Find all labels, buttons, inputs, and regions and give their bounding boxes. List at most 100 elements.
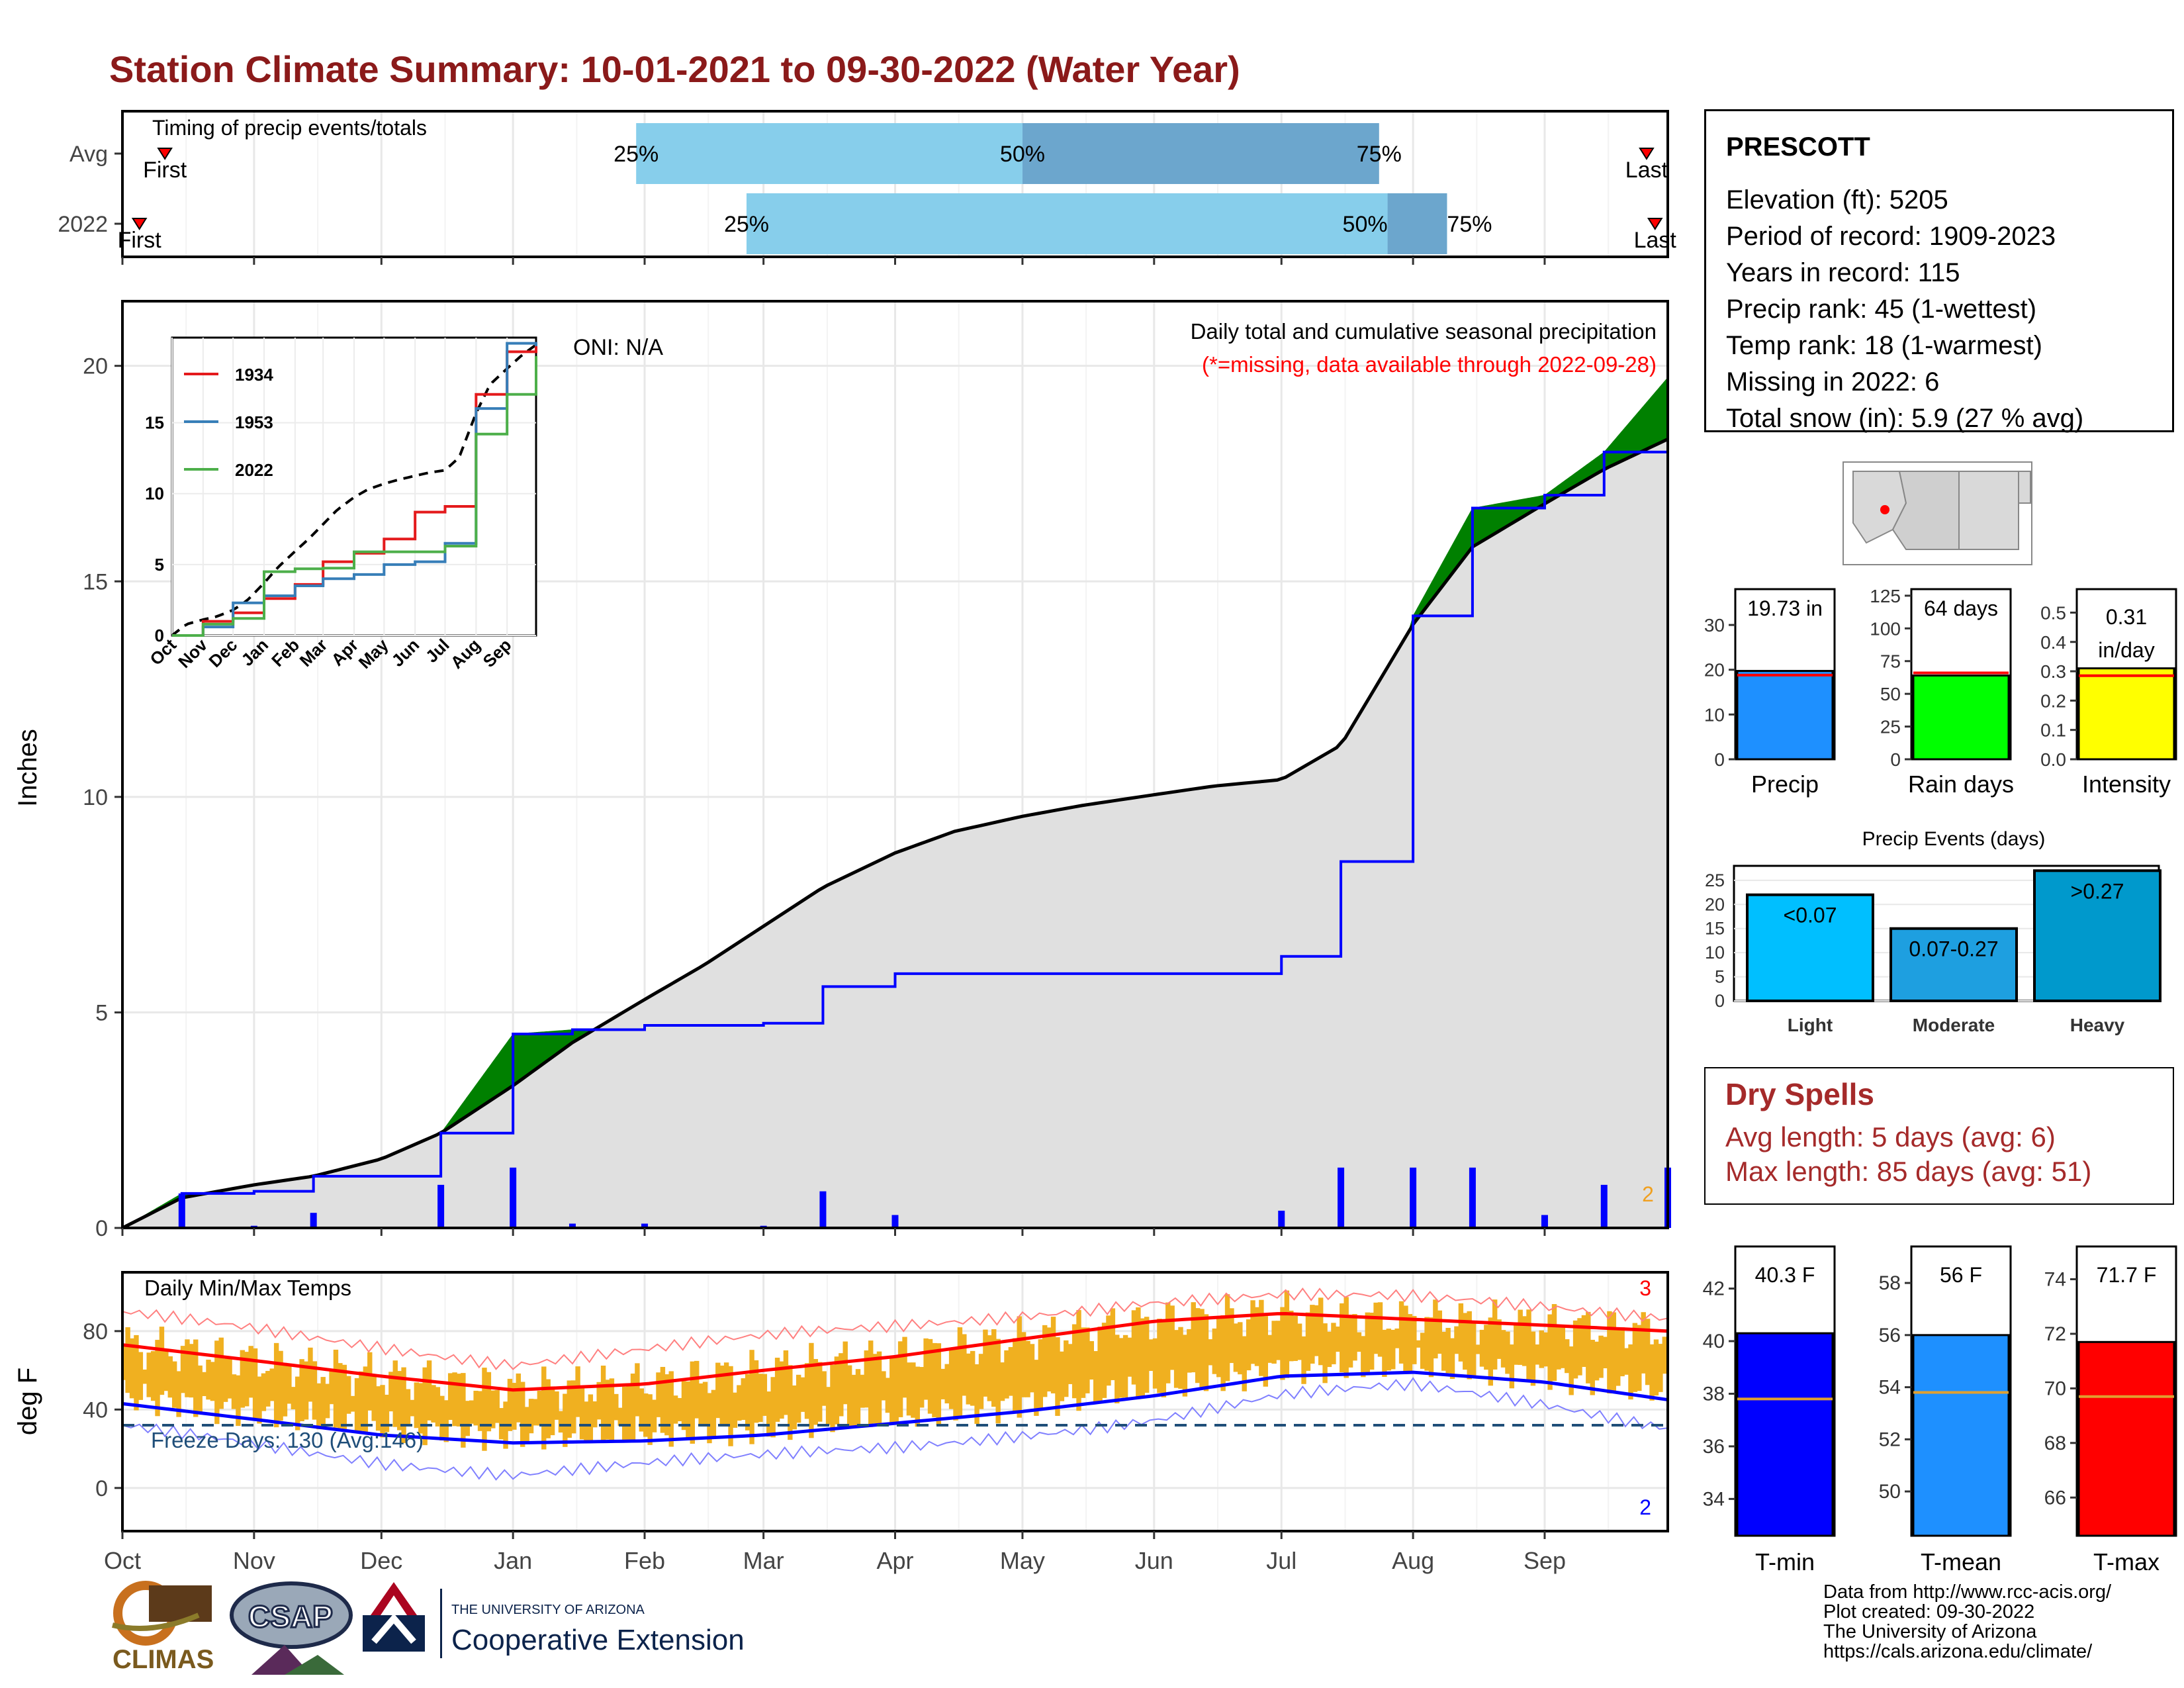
tgauge-tick-2-1: 68 xyxy=(2044,1432,2066,1454)
temp-daily-bar-357 xyxy=(1637,1325,1642,1391)
temp-daily-bar-110 xyxy=(588,1394,594,1440)
precip-diff-fill-89 xyxy=(500,1045,505,1095)
timing-bar-25-50-y2022 xyxy=(746,193,1388,254)
temp-daily-bar-115 xyxy=(609,1378,615,1442)
temp-daily-bar-259 xyxy=(1220,1315,1226,1391)
temp-daily-bar-348 xyxy=(1598,1335,1604,1378)
temp-daily-bar-138 xyxy=(707,1393,712,1444)
temp-daily-bar-282 xyxy=(1318,1297,1324,1366)
temp-daily-bar-189 xyxy=(923,1338,929,1400)
timing-title: Timing of precip events/totals xyxy=(152,116,427,140)
temp-daily-bar-181 xyxy=(889,1356,895,1423)
inset-legend-label-1934: 1934 xyxy=(235,365,273,385)
temp-daily-bar-52 xyxy=(341,1364,347,1432)
temp-daily-bar-17 xyxy=(193,1339,199,1417)
pgauge-tick-1-4: 100 xyxy=(1870,618,1901,639)
daily-precip-bar-3 xyxy=(310,1213,317,1228)
temp-daily-bar-123 xyxy=(643,1393,649,1437)
precip-diff-fill-88 xyxy=(496,1051,501,1098)
precip-diff-fill-99 xyxy=(542,1031,547,1065)
events-ytick-5: 25 xyxy=(1705,870,1725,890)
temp-daily-bar-137 xyxy=(702,1382,708,1427)
pgauge-tick-0-0: 0 xyxy=(1714,749,1725,770)
temp-daily-bar-91 xyxy=(507,1378,513,1431)
temp-daily-bar-117 xyxy=(617,1407,623,1426)
precip-diff-fill-95 xyxy=(525,1032,531,1077)
temp-daily-bar-284 xyxy=(1326,1331,1332,1368)
temp-daily-bar-300 xyxy=(1394,1328,1400,1348)
precip-diff-fill-357 xyxy=(1637,406,1643,454)
pgauge-tick-2-3: 0.3 xyxy=(2040,661,2066,682)
temp-daily-bar-72 xyxy=(426,1360,432,1421)
temp-daily-bar-20 xyxy=(206,1359,211,1400)
temp-daily-bar-247 xyxy=(1169,1305,1175,1370)
temp-record-max-line xyxy=(122,1287,1668,1370)
temp-daily-bar-24 xyxy=(222,1358,228,1402)
temp-daily-bar-249 xyxy=(1178,1327,1183,1389)
temp-daily-bar-235 xyxy=(1118,1338,1124,1398)
climas-logo: CLIMAS xyxy=(112,1581,214,1674)
temp-daily-bar-187 xyxy=(915,1366,920,1427)
page-title: Station Climate Summary: 10-01-2021 to 0… xyxy=(109,48,1240,90)
pgauge-tick-1-0: 0 xyxy=(1890,749,1901,770)
month-axis: Oct Nov Dec Jan Feb Mar Apr May Jun Jul Aug Sep xyxy=(104,1547,1566,1574)
temp-daily-bar-147 xyxy=(745,1374,751,1430)
temp-daily-bar-61 xyxy=(380,1385,385,1438)
station-years: Years in record: 115 xyxy=(1726,258,1960,287)
temp-daily-bar-132 xyxy=(681,1381,687,1430)
station-precip-rank: Precip rank: 45 (1-wettest) xyxy=(1726,295,2037,324)
temp-daily-bar-45 xyxy=(312,1361,318,1420)
temp-daily-bar-207 xyxy=(999,1362,1005,1401)
first-label-avg: First xyxy=(143,158,187,183)
tgauge-tick-1-1: 52 xyxy=(1879,1429,1901,1450)
temp-daily-bar-202 xyxy=(978,1354,984,1409)
daily-precip-bar-23 xyxy=(1600,1184,1608,1228)
temp-daily-bar-227 xyxy=(1085,1327,1090,1393)
temp-daily-bar-285 xyxy=(1331,1323,1336,1364)
temp-daily-bar-319 xyxy=(1475,1344,1480,1354)
events-category-1: Moderate xyxy=(1913,1015,1995,1035)
precip-ytick-3: 15 xyxy=(83,569,108,594)
temp-daily-bar-198 xyxy=(962,1334,967,1396)
events-title: Precip Events (days) xyxy=(1862,828,2046,850)
temp-ytick-0: 0 xyxy=(95,1476,108,1501)
daily-precip-bar-11 xyxy=(819,1191,827,1228)
tgauge-tick-0-3: 40 xyxy=(1703,1331,1725,1352)
precip-diff-fill-353 xyxy=(1621,426,1626,462)
temp-daily-bar-156 xyxy=(783,1350,789,1415)
temp-daily-bar-183 xyxy=(897,1341,903,1417)
temp-daily-bar-35 xyxy=(269,1368,275,1401)
temp-daily-bar-321 xyxy=(1484,1325,1489,1370)
temp-daily-bar-21 xyxy=(210,1362,216,1401)
temp-daily-bar-13 xyxy=(176,1371,181,1417)
temp-daily-bar-3 xyxy=(134,1335,139,1411)
temp-daily-bar-317 xyxy=(1467,1311,1472,1380)
station-period: Period of record: 1909-2023 xyxy=(1726,222,2056,251)
temp-daily-bar-326 xyxy=(1505,1331,1510,1374)
timing-label-50-avg: 50% xyxy=(1000,142,1045,167)
temp-daily-bar-84 xyxy=(477,1391,483,1431)
temp-daily-bar-143 xyxy=(728,1366,733,1446)
temp-daily-bar-77 xyxy=(447,1373,453,1420)
last-marker-y2022 xyxy=(1647,218,1663,230)
temp-daily-bar-146 xyxy=(741,1378,746,1421)
temp-daily-bar-258 xyxy=(1216,1319,1222,1378)
first-marker-avg xyxy=(157,148,173,160)
temp-daily-bar-173 xyxy=(855,1369,861,1426)
precip-diff-fill-359 xyxy=(1646,397,1651,450)
dry-spells-avg: Avg length: 5 days (avg: 6) xyxy=(1725,1121,2056,1152)
month-label-Nov: Nov xyxy=(233,1547,275,1574)
dry-spells-max: Max length: 85 days (avg: 51) xyxy=(1725,1156,2092,1187)
last-marker-avg xyxy=(1639,148,1655,160)
station-elevation: Elevation (ft): 5205 xyxy=(1726,185,1948,214)
temp-daily-bar-47 xyxy=(320,1377,326,1426)
temp-daily-bar-133 xyxy=(686,1381,691,1438)
temp-daily-bar-305 xyxy=(1416,1340,1421,1348)
temp-daily-bar-54 xyxy=(350,1395,355,1412)
precip-diff-fill-85 xyxy=(482,1068,488,1106)
temp-daily-bar-338 xyxy=(1556,1325,1561,1370)
temp-daily-bar-75 xyxy=(439,1395,445,1441)
temp-daily-bar-281 xyxy=(1314,1305,1319,1356)
temp-daily-bar-96 xyxy=(528,1399,534,1434)
